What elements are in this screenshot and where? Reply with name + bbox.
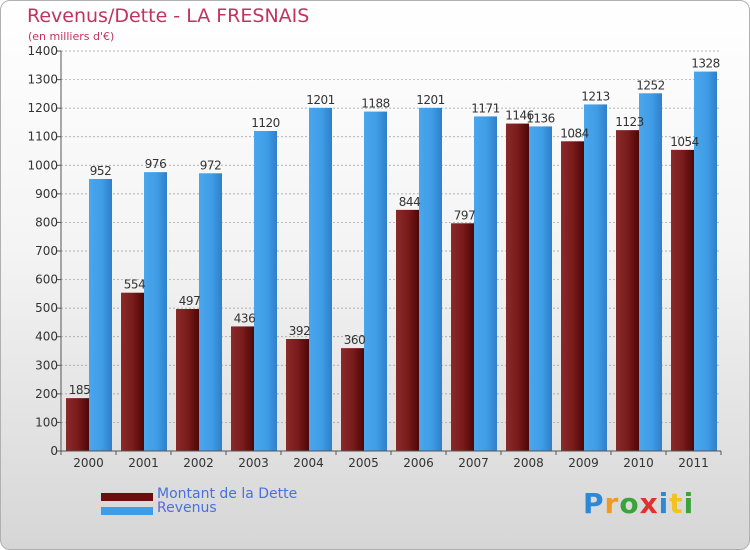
data-label-dette: 392: [289, 324, 310, 338]
data-label-revenus: 1120: [251, 116, 280, 130]
y-tick-label: 700: [35, 244, 58, 258]
data-label-dette: 185: [69, 383, 90, 397]
data-label-dette: 797: [454, 208, 475, 222]
data-label-revenus: 972: [200, 158, 221, 172]
chart-title: Revenus/Dette - LA FRESNAIS: [27, 5, 310, 27]
logo-letter: i: [658, 487, 670, 520]
bar-dette: [231, 326, 254, 451]
x-tick-label: 2004: [293, 456, 324, 470]
bar-dette: [396, 209, 419, 451]
x-tick-label: 2003: [238, 456, 269, 470]
bar-chart: 185 952 554 976 497 972 436 1120 392 1201 360 1188 8…: [27, 44, 722, 470]
y-tick-label: 900: [35, 187, 58, 201]
bar-dette: [506, 123, 529, 452]
data-label-revenus: 1213: [581, 89, 610, 103]
legend-swatch-revenus: [101, 507, 153, 515]
bar-revenus: [639, 93, 662, 452]
logo-letter: P: [583, 487, 605, 520]
data-label-dette: 554: [124, 278, 145, 292]
bar-revenus: [419, 107, 442, 451]
y-tick-label: 1200: [27, 101, 58, 115]
x-tick-label: 2001: [128, 456, 159, 470]
bar-dette: [121, 292, 144, 451]
x-tick-label: 2007: [458, 456, 489, 470]
y-tick-label: 100: [35, 415, 58, 429]
bar-dette: [451, 223, 474, 451]
bar-dette: [561, 141, 584, 452]
y-tick-label: 1300: [27, 73, 58, 87]
data-label-dette: 1146: [505, 109, 534, 123]
y-tick-label: 0: [50, 444, 58, 458]
bar-revenus: [309, 107, 332, 451]
y-tick-label: 400: [35, 330, 58, 344]
proxiti-logo: Proxiti: [583, 487, 694, 520]
bar-revenus: [584, 104, 607, 451]
data-label-revenus: 1328: [691, 57, 720, 71]
data-label-dette: 844: [399, 195, 420, 209]
logo-letter: x: [639, 487, 659, 520]
data-label-dette: 436: [234, 311, 255, 325]
bar-dette: [616, 130, 639, 451]
bar-revenus: [694, 71, 717, 452]
logo-letter: i: [683, 487, 695, 520]
x-tick-label: 2005: [348, 456, 379, 470]
legend-label-dette: Montant de la Dette: [157, 486, 298, 502]
logo-letter: r: [604, 487, 620, 520]
data-label-dette: 497: [179, 294, 200, 308]
bar-revenus: [89, 179, 112, 451]
bar-dette: [176, 309, 199, 451]
data-label-revenus: 1136: [526, 111, 555, 125]
bar-revenus: [529, 126, 552, 451]
bar-revenus: [199, 173, 222, 452]
logo-letter: o: [619, 487, 640, 520]
bar-dette: [66, 398, 89, 451]
x-tick-label: 2009: [568, 456, 599, 470]
x-tick-label: 2010: [623, 456, 654, 470]
y-tick-label: 1100: [27, 130, 58, 144]
x-tick-label: 2000: [73, 456, 104, 470]
x-tick-label: 2011: [678, 456, 709, 470]
data-label-revenus: 1201: [306, 93, 335, 107]
y-tick-label: 1400: [27, 44, 58, 58]
x-tick-label: 2002: [183, 456, 214, 470]
data-label-revenus: 1201: [416, 93, 445, 107]
y-tick-label: 300: [35, 358, 58, 372]
data-label-revenus: 952: [90, 164, 111, 178]
y-tick-label: 1000: [27, 158, 58, 172]
bar-revenus: [474, 116, 497, 451]
data-label-dette: 360: [344, 333, 365, 347]
data-label-revenus: 976: [145, 157, 166, 171]
data-label-revenus: 1171: [471, 101, 500, 115]
x-tick-label: 2008: [513, 456, 544, 470]
bar-dette: [671, 149, 694, 451]
bar-dette: [286, 339, 309, 451]
y-tick-label: 200: [35, 387, 58, 401]
bar-dette: [341, 348, 364, 451]
data-label-dette: 1084: [560, 126, 589, 140]
data-label-dette: 1123: [615, 115, 644, 129]
bar-revenus: [144, 172, 167, 451]
bar-revenus: [254, 131, 277, 451]
legend-label-revenus: Revenus: [157, 500, 217, 516]
y-tick-label: 800: [35, 215, 58, 229]
data-label-revenus: 1252: [636, 78, 665, 92]
chart-subtitle: (en milliers d'€): [28, 30, 115, 43]
bar-revenus: [364, 111, 387, 452]
data-label-revenus: 1188: [361, 97, 390, 111]
data-label-dette: 1054: [670, 135, 699, 149]
logo-letter: t: [669, 487, 684, 520]
y-tick-label: 500: [35, 301, 58, 315]
y-tick-label: 600: [35, 273, 58, 287]
x-tick-label: 2006: [403, 456, 434, 470]
legend-swatch-dette: [101, 493, 153, 501]
